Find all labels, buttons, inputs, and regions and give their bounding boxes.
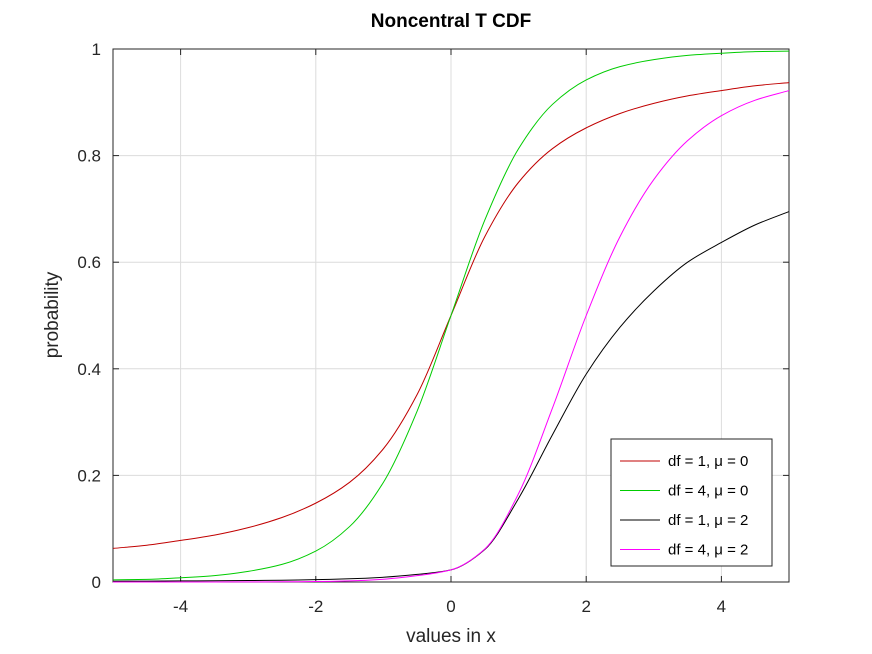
x-tick-label: -2 [308, 597, 323, 616]
chart-title: Noncentral T CDF [371, 11, 531, 32]
legend-label: df = 4, μ = 2 [668, 542, 748, 559]
y-tick-label: 1 [92, 40, 101, 59]
legend: df = 1, μ = 0 df = 4, μ = 0 df = 1, μ = 2 d… [610, 438, 773, 567]
series-line-2 [112, 50, 790, 581]
y-tick-label: 0.6 [77, 253, 101, 272]
legend-label: df = 1, μ = 0 [668, 453, 748, 470]
plot-lines [112, 50, 790, 583]
x-tick-label: 4 [717, 597, 726, 616]
x-tick-label: -4 [173, 597, 188, 616]
x-tick-label: 0 [446, 597, 455, 616]
series-line-4 [112, 90, 790, 583]
y-tick-label: 0.2 [77, 466, 101, 485]
y-axis-label: probability [42, 271, 63, 358]
legend-label: df = 1, μ = 2 [668, 512, 748, 529]
y-tick-label: 0.8 [77, 147, 101, 166]
y-tick-label: 0 [92, 573, 101, 592]
x-axis-label: values in x [406, 626, 496, 647]
y-tick-label: 0.4 [77, 360, 101, 379]
x-tick-label: 2 [581, 597, 590, 616]
legend-label: df = 4, μ = 0 [668, 483, 748, 500]
axis-ticks: -4 -2 0 2 4 0 0.2 0.4 0.6 0.8 1 [77, 40, 789, 616]
legend-box [610, 438, 773, 567]
